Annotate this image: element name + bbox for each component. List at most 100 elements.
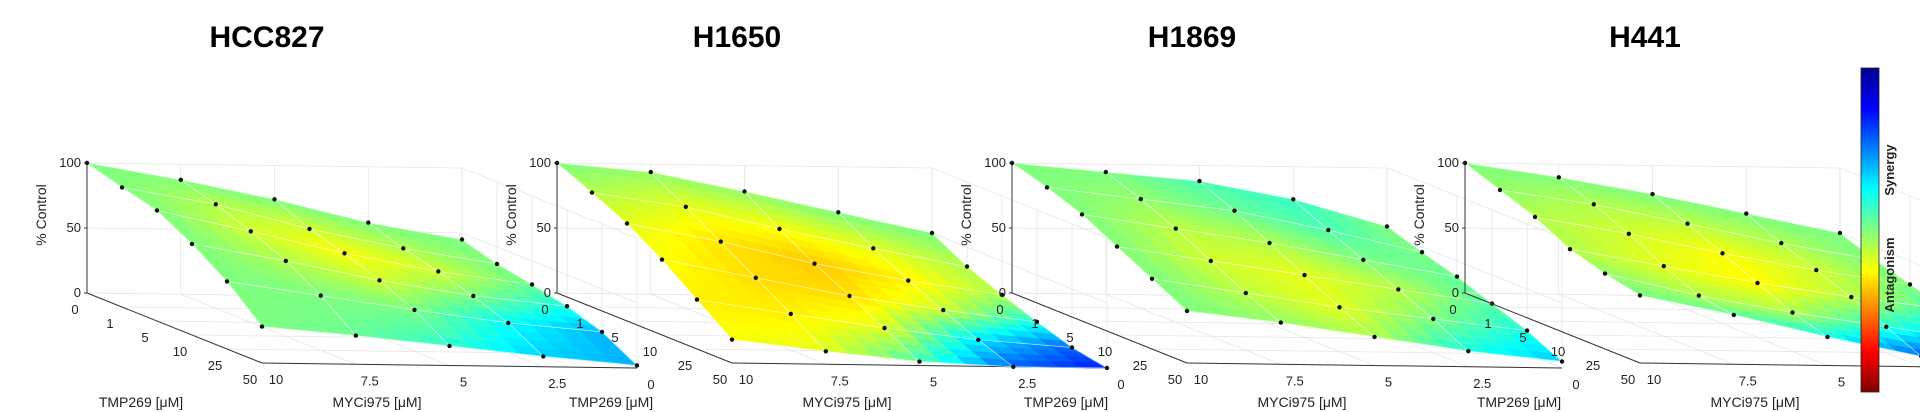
grid-line — [461, 167, 638, 239]
mesh-line — [274, 199, 450, 347]
data-point — [871, 246, 876, 251]
data-point — [1103, 169, 1109, 175]
data-point — [1559, 359, 1565, 364]
x-tick-label: 25 — [208, 358, 222, 373]
x-axis-line — [1011, 292, 1188, 364]
data-point — [1011, 364, 1016, 369]
x-tick-label: 1 — [1484, 316, 1491, 331]
surface-patch — [1895, 286, 1920, 296]
y-tick-label: 7.5 — [361, 373, 379, 388]
data-point — [1744, 211, 1749, 216]
y-axis-label: MYCi975 [μM] — [333, 394, 422, 410]
y-axis-line — [1639, 362, 1920, 368]
data-point — [119, 185, 125, 190]
data-point — [283, 258, 288, 264]
y-tick-label: 2.5 — [1018, 376, 1036, 391]
data-point — [1626, 231, 1632, 236]
data-point — [1419, 250, 1425, 255]
data-point — [447, 343, 452, 349]
y-tick-label: 5 — [1838, 375, 1845, 390]
data-point — [1184, 308, 1190, 314]
y-tick-label: 7.5 — [1286, 373, 1304, 388]
z-tick-label: 0 — [544, 285, 551, 300]
y-tick-label: 2.5 — [1473, 376, 1491, 391]
data-point — [624, 221, 630, 226]
x-axis-label: TMP269 [μM] — [1024, 394, 1108, 410]
mesh-line — [1746, 213, 1920, 356]
data-point — [718, 239, 723, 244]
data-point — [1907, 282, 1913, 287]
grid-line — [1386, 167, 1563, 239]
mesh-line — [368, 222, 544, 357]
data-point — [272, 197, 277, 202]
data-point — [178, 177, 183, 182]
data-point — [1149, 276, 1155, 281]
data-point — [342, 251, 347, 256]
data-point — [1825, 334, 1830, 340]
data-point — [1079, 212, 1085, 217]
data-point — [634, 363, 640, 368]
x-tick-label: 10 — [1551, 344, 1565, 359]
x-tick-label: 5 — [611, 330, 618, 345]
mesh-line — [1558, 177, 1734, 316]
mesh-line — [838, 212, 1014, 368]
data-point — [412, 307, 417, 313]
y-tick-label: 0 — [1572, 377, 1579, 392]
data-point — [248, 229, 253, 234]
data-point — [1302, 272, 1307, 278]
surface-patch — [1899, 322, 1920, 333]
z-tick-label: 50 — [67, 220, 81, 235]
data-point — [599, 329, 605, 335]
mesh-line — [180, 179, 357, 336]
data-point — [1384, 224, 1390, 229]
data-point — [1173, 226, 1179, 231]
data-point — [1591, 202, 1597, 207]
x-tick-label: 5 — [1066, 330, 1073, 345]
x-axis-line — [556, 292, 733, 364]
data-point — [1567, 247, 1573, 252]
data-point — [1790, 310, 1795, 315]
data-point — [1243, 290, 1249, 296]
data-point — [1814, 267, 1819, 273]
data-point — [1034, 319, 1040, 324]
grid-line — [1839, 167, 1920, 201]
data-point — [1466, 348, 1471, 354]
mesh-line — [461, 239, 638, 366]
data-point — [1884, 324, 1889, 329]
z-tick-label: 100 — [1437, 155, 1459, 170]
data-point — [777, 226, 782, 232]
grid-line — [1652, 295, 1828, 366]
grid-line — [1386, 232, 1563, 304]
z-tick-label: 100 — [59, 155, 81, 170]
data-point — [941, 307, 946, 313]
data-point — [742, 189, 747, 194]
y-axis-label: MYCi975 [μM] — [1711, 394, 1800, 410]
data-point — [1372, 334, 1377, 340]
mesh-line — [86, 162, 263, 327]
surface-patch — [1914, 317, 1920, 323]
mesh-line — [1652, 193, 1828, 338]
data-point — [1849, 294, 1854, 300]
x-axis-line — [1464, 292, 1641, 364]
z-tick-label: 100 — [529, 155, 551, 170]
data-point — [1755, 280, 1760, 286]
x-tick-label: 0 — [541, 302, 548, 317]
data-point — [377, 278, 382, 283]
data-point — [1556, 175, 1562, 180]
data-point — [964, 264, 970, 269]
data-point — [1497, 187, 1503, 193]
panel-title: HCC827 — [209, 21, 324, 54]
panel-title: H1869 — [1148, 21, 1236, 54]
data-point — [541, 354, 546, 359]
data-point — [812, 261, 817, 266]
data-point — [189, 241, 195, 247]
z-tick-label: 0 — [74, 285, 81, 300]
y-tick-label: 10 — [269, 372, 283, 387]
x-tick-label: 1 — [1031, 316, 1038, 331]
mesh-line — [1386, 226, 1563, 362]
data-point — [1291, 197, 1296, 202]
data-point — [1431, 316, 1436, 322]
data-point — [1069, 345, 1075, 350]
